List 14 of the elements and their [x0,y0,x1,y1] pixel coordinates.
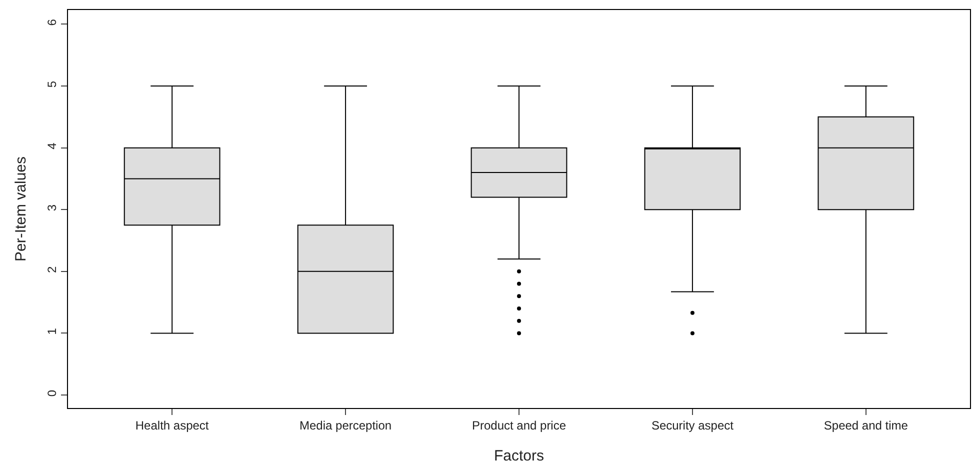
y-tick-label: 4 [45,142,60,150]
y-tick-label: 6 [45,18,60,26]
x-tick-label: Media perception [300,418,392,432]
y-tick-label: 5 [45,80,60,88]
y-axis-title: Per-Item values [12,156,30,262]
x-axis-title: Factors [494,447,544,464]
x-tick-label: Speed and time [824,418,908,432]
x-tick-label: Product and price [472,418,566,432]
x-tick-label: Health aspect [135,418,210,432]
y-tick-label: 3 [45,204,60,212]
y-tick-label: 2 [45,266,60,273]
x-tick-label: Security aspect [651,418,734,432]
y-tick-label: 0 [45,390,60,397]
y-tick-label: 1 [45,328,60,335]
